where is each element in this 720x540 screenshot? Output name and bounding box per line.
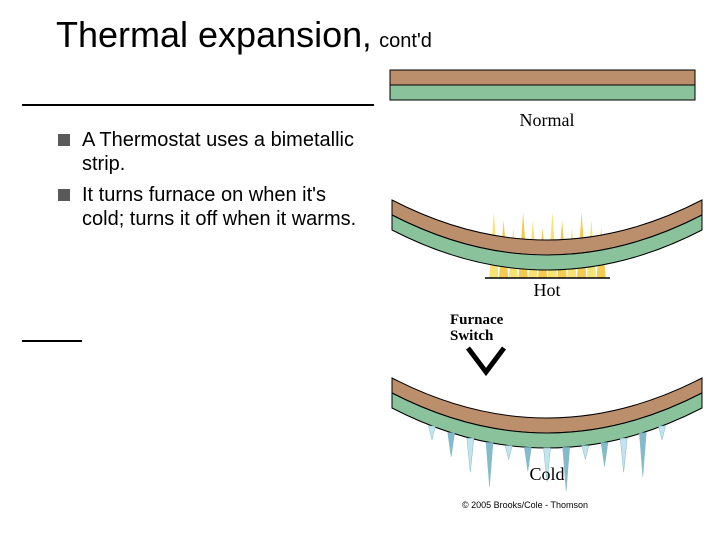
- slide: Thermal expansion, cont'd A Thermostat u…: [0, 0, 720, 540]
- slide-title: Thermal expansion, cont'd: [56, 14, 696, 56]
- thermostat-figure: Normal Hot FurnaceSwitch Cold © 2005 Brooks/…: [382, 62, 712, 530]
- thermostat-svg: Normal Hot FurnaceSwitch Cold © 2005 Brooks/…: [382, 62, 712, 530]
- svg-text:© 2005 Brooks/Cole - Thomson: © 2005 Brooks/Cole - Thomson: [462, 500, 588, 510]
- svg-text:Switch: Switch: [450, 328, 494, 344]
- svg-text:Hot: Hot: [534, 280, 561, 300]
- bullet-text: It turns furnace on when it's cold; turn…: [82, 184, 356, 230]
- list-item: It turns furnace on when it's cold; turn…: [58, 183, 368, 232]
- title-cont: cont'd: [374, 30, 432, 52]
- title-underline: [22, 104, 374, 106]
- title-main: Thermal expansion: [56, 14, 362, 55]
- svg-text:Normal: Normal: [520, 110, 575, 130]
- svg-text:Cold: Cold: [529, 464, 564, 484]
- bullet-text: A Thermostat uses a bimetallic strip.: [82, 129, 354, 175]
- list-item: A Thermostat uses a bimetallic strip.: [58, 128, 368, 177]
- left-accent-line: [22, 340, 82, 342]
- title-comma: ,: [362, 17, 371, 55]
- bullet-list: A Thermostat uses a bimetallic strip. It…: [58, 128, 368, 238]
- svg-text:Furnace: Furnace: [450, 312, 504, 328]
